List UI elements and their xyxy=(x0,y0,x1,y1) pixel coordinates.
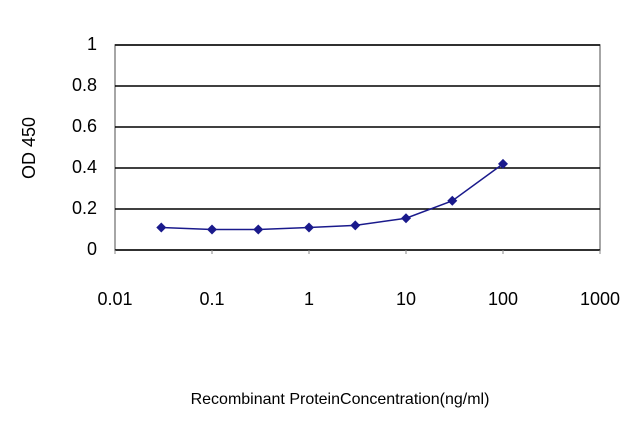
y-tick-label: 0.2 xyxy=(72,198,97,218)
data-point xyxy=(498,158,508,169)
data-point xyxy=(253,224,264,235)
y-tick-label: 1 xyxy=(87,34,97,54)
data-line xyxy=(161,163,504,231)
x-tick-label: 1000 xyxy=(580,289,620,309)
plot-area xyxy=(114,44,601,251)
x-tick-label: 0.1 xyxy=(199,289,224,309)
x-axis-label: Recombinant ProteinConcentration(ng/ml) xyxy=(191,391,490,408)
y-tick-label: 0.4 xyxy=(72,157,97,177)
data-point xyxy=(207,224,217,235)
data-point xyxy=(304,222,314,233)
x-tick-label: 10 xyxy=(396,289,416,309)
x-tick-label: 0.01 xyxy=(97,289,132,309)
data-point xyxy=(447,195,458,206)
y-tick-label: 0.8 xyxy=(72,75,97,95)
y-tick-label: 0.6 xyxy=(72,116,97,136)
y-axis-label: OD 450 xyxy=(19,117,39,179)
x-tick-label: 100 xyxy=(488,289,518,309)
data-point xyxy=(350,220,361,231)
data-point xyxy=(156,222,167,233)
x-tick-label: 1 xyxy=(304,289,314,309)
data-point xyxy=(401,213,411,224)
y-tick-label: 0 xyxy=(87,239,97,259)
